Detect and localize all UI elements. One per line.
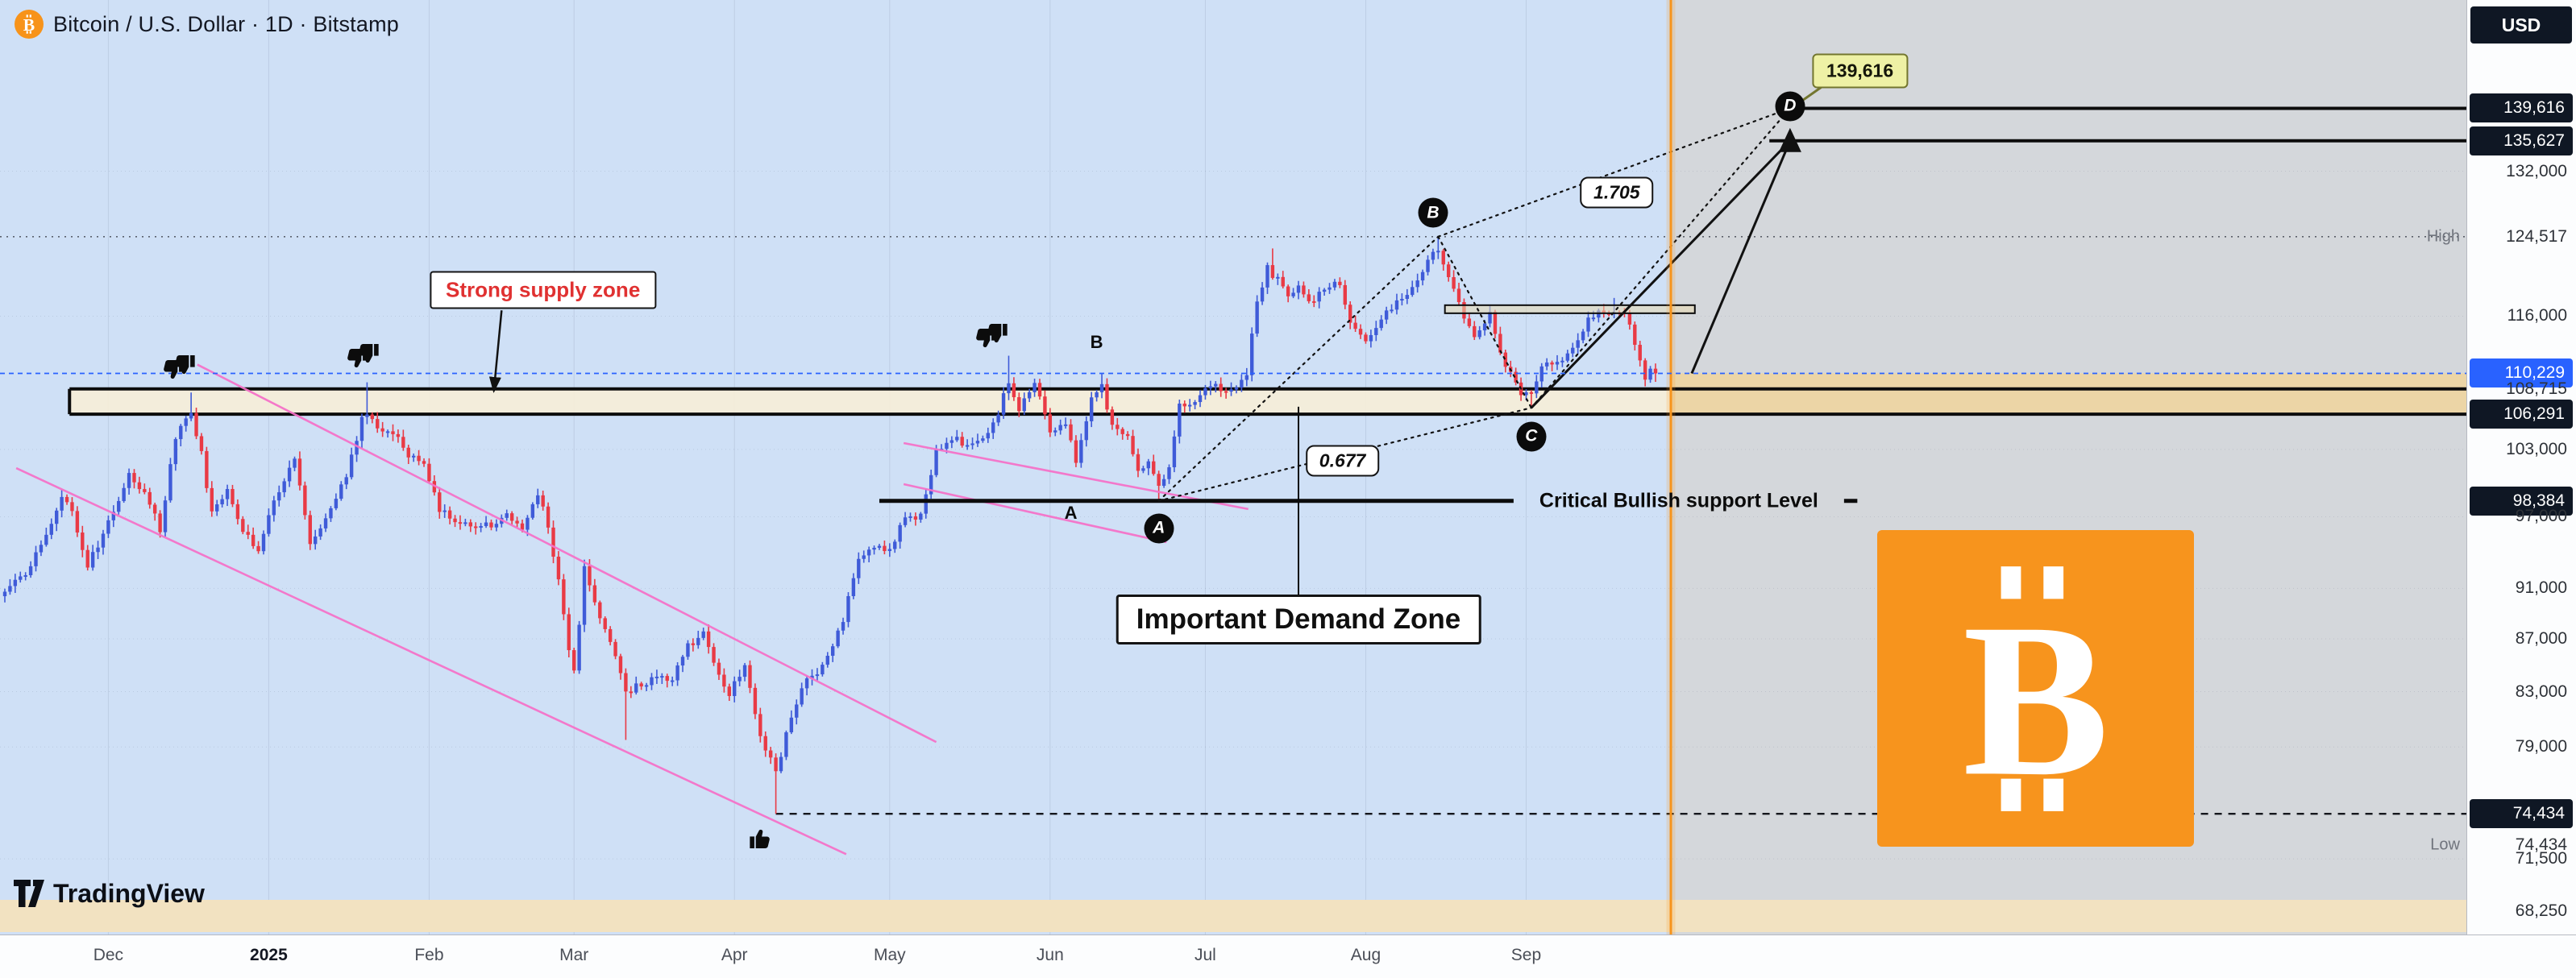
resistance-box[interactable] [1444, 304, 1696, 314]
tradingview-logo[interactable]: TradingView [13, 878, 205, 909]
support-level-label[interactable]: Critical Bullish support Level [1539, 489, 1818, 512]
svg-text:B: B [1963, 578, 2109, 814]
price-label-68250: 68,250 [2515, 901, 2567, 920]
time-label-sep: Sep [1510, 946, 1542, 964]
pattern-point-badge-a[interactable]: A [1144, 513, 1174, 544]
time-label-2025: 2025 [250, 946, 288, 964]
price-label-79000: 79,000 [2515, 737, 2567, 756]
chart-background [1671, 0, 2466, 934]
bottom-zone-band[interactable] [0, 900, 2466, 932]
thumbs-down-icon [172, 352, 197, 378]
price-label-103000: 103,000 [2506, 439, 2567, 458]
price-label-91000: 91,000 [2515, 578, 2567, 598]
fib-ratio-label[interactable]: 1.705 [1580, 176, 1654, 209]
price-label-98384: 98,384 [2470, 486, 2573, 516]
time-label-jun: Jun [1036, 946, 1064, 964]
pattern-point-badge-d[interactable]: D [1775, 91, 1805, 122]
price-label-71500: 71,500 [2515, 849, 2567, 868]
price-label-139616: 139,616 [2470, 93, 2573, 123]
pattern-letter-a: A [1064, 503, 1078, 524]
time-label-jul: Jul [1195, 946, 1216, 964]
bitcoin-b-icon: B [1963, 566, 2109, 814]
price-label-132000: 132,000 [2506, 161, 2567, 180]
pattern-point-badge-c[interactable]: C [1516, 421, 1547, 452]
candles [2, 236, 1658, 814]
supply-arrow [488, 310, 503, 393]
price-label-110229: 110,229 [2470, 358, 2573, 388]
symbol-header: B Bitcoin / U.S. Dollar · 1D · Bitstamp [15, 10, 399, 39]
supply-zone-band [68, 373, 2466, 416]
currency-button[interactable]: USD [2470, 6, 2572, 44]
price-label-135627: 135,627 [2470, 126, 2573, 155]
price-label-116000: 116,000 [2507, 306, 2567, 325]
pattern-letter-b: B [1090, 332, 1103, 353]
low-note: Low [2430, 835, 2460, 854]
thumbs-up-icon [747, 826, 773, 852]
price-label-108715: 108,715 [2506, 379, 2567, 398]
tradingview-logo-text: TradingView [53, 878, 205, 908]
demand-zone-label[interactable]: Important Demand Zone [1116, 595, 1481, 645]
price-target-callout[interactable]: 139,616 [1811, 53, 1909, 89]
supply-zone-label[interactable]: Strong supply zone [430, 271, 657, 309]
target-lines [1769, 106, 2466, 143]
time-label-dec: Dec [93, 946, 124, 964]
bitcoin-logo-icon: B [15, 10, 44, 39]
time-label-mar: Mar [559, 946, 589, 964]
pink-trendlines [15, 363, 1249, 856]
price-label-124517: 124,517 [2506, 226, 2567, 246]
price-label-87000: 87,000 [2515, 628, 2567, 648]
fib-ratio-label[interactable]: 0.677 [1305, 445, 1380, 476]
price-label-74434: 74,434 [2470, 799, 2573, 829]
time-label-feb: Feb [414, 946, 444, 964]
thumbs-down-icon [344, 346, 370, 371]
pattern-point-badge-b[interactable]: B [1418, 197, 1448, 228]
price-label-106291: 106,291 [2470, 400, 2573, 429]
chart-overlays: Strong supply zone Important Demand Zone C… [160, 53, 2460, 854]
time-label-apr: Apr [721, 946, 748, 964]
xabcd-pattern [1157, 107, 1801, 502]
svg-text:B: B [23, 15, 35, 34]
tradingview-logo-icon [14, 880, 44, 907]
high-note: High [2426, 227, 2460, 246]
time-label-may: May [873, 946, 906, 964]
price-label-83000: 83,000 [2515, 682, 2567, 701]
bitcoin-watermark: B [1877, 530, 2194, 847]
price-label-74434: 74,434 [2515, 835, 2567, 854]
symbol-title[interactable]: Bitcoin / U.S. Dollar · 1D · Bitstamp [53, 11, 400, 36]
thumbs-down-icon [984, 321, 1010, 346]
high-low-lines [0, 235, 2466, 815]
thumbs-down-icon [973, 325, 999, 351]
time-label-aug: Aug [1350, 946, 1381, 964]
thumbs-down-icon [160, 357, 186, 383]
chart-area[interactable]: B Strong supply zone Important Demand Zon… [0, 0, 2466, 934]
time-axis[interactable]: Dec 2025 Feb Mar Apr May Jun Jul Aug Sep [0, 934, 2576, 978]
price-label-97000: 97,000 [2515, 507, 2567, 526]
thumbs-down-icon [355, 341, 381, 367]
price-axis[interactable]: USD 139,616 135,627 132,000 124,517 116,000 1… [2466, 0, 2576, 934]
